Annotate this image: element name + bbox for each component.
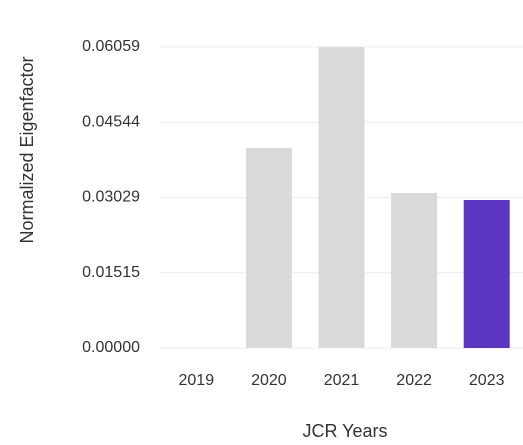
y-tick-label: 0.03029 [82,189,140,206]
bar [318,47,365,348]
bar [245,147,292,348]
x-tick-label: 2022 [396,372,432,389]
x-tick-label: 2020 [251,372,287,389]
y-tick-label: 0.04544 [82,113,140,130]
x-tick-label: 2019 [179,372,215,389]
y-tick-label: 0.00000 [82,339,140,356]
x-axis-title: JCR Years [302,421,387,441]
bar [463,200,510,348]
bar [391,193,438,348]
y-tick-label: 0.06059 [82,38,140,55]
y-axis-title: Normalized Eigenfactor [17,56,37,243]
y-tick-label: 0.01515 [82,264,140,281]
x-tick-label: 2023 [469,372,505,389]
x-tick-label: 2021 [324,372,360,389]
